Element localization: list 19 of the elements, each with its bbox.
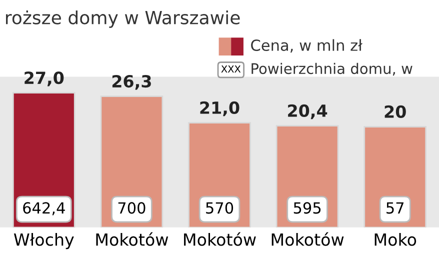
x-tick-label: Moko [374, 232, 416, 246]
x-tick-label: Włochy [14, 232, 74, 250]
data-label: 20 [384, 105, 406, 118]
annotation: 570 [206, 202, 234, 214]
annotation: 595 [294, 202, 321, 214]
annotation: 57 [386, 202, 404, 214]
x-tick-label: Mokotów [184, 232, 256, 246]
data-label: 21,0 [200, 101, 240, 116]
x-tick-label: Mokotów [272, 232, 344, 246]
data-label: 27,0 [24, 71, 64, 86]
data-label: 20,4 [288, 104, 328, 120]
text: Powierzchnia domu, w [252, 62, 412, 76]
annotation: 642,4 [23, 202, 65, 216]
x-tick-label: Mokotów [96, 232, 168, 246]
data-label: 26,3 [112, 74, 151, 90]
annotation: 700 [118, 202, 146, 214]
text: XXX [221, 65, 241, 73]
chart-title: roższe domy w Warszawie [6, 10, 240, 28]
legend-label: Cena, w mln zł [251, 39, 362, 53]
